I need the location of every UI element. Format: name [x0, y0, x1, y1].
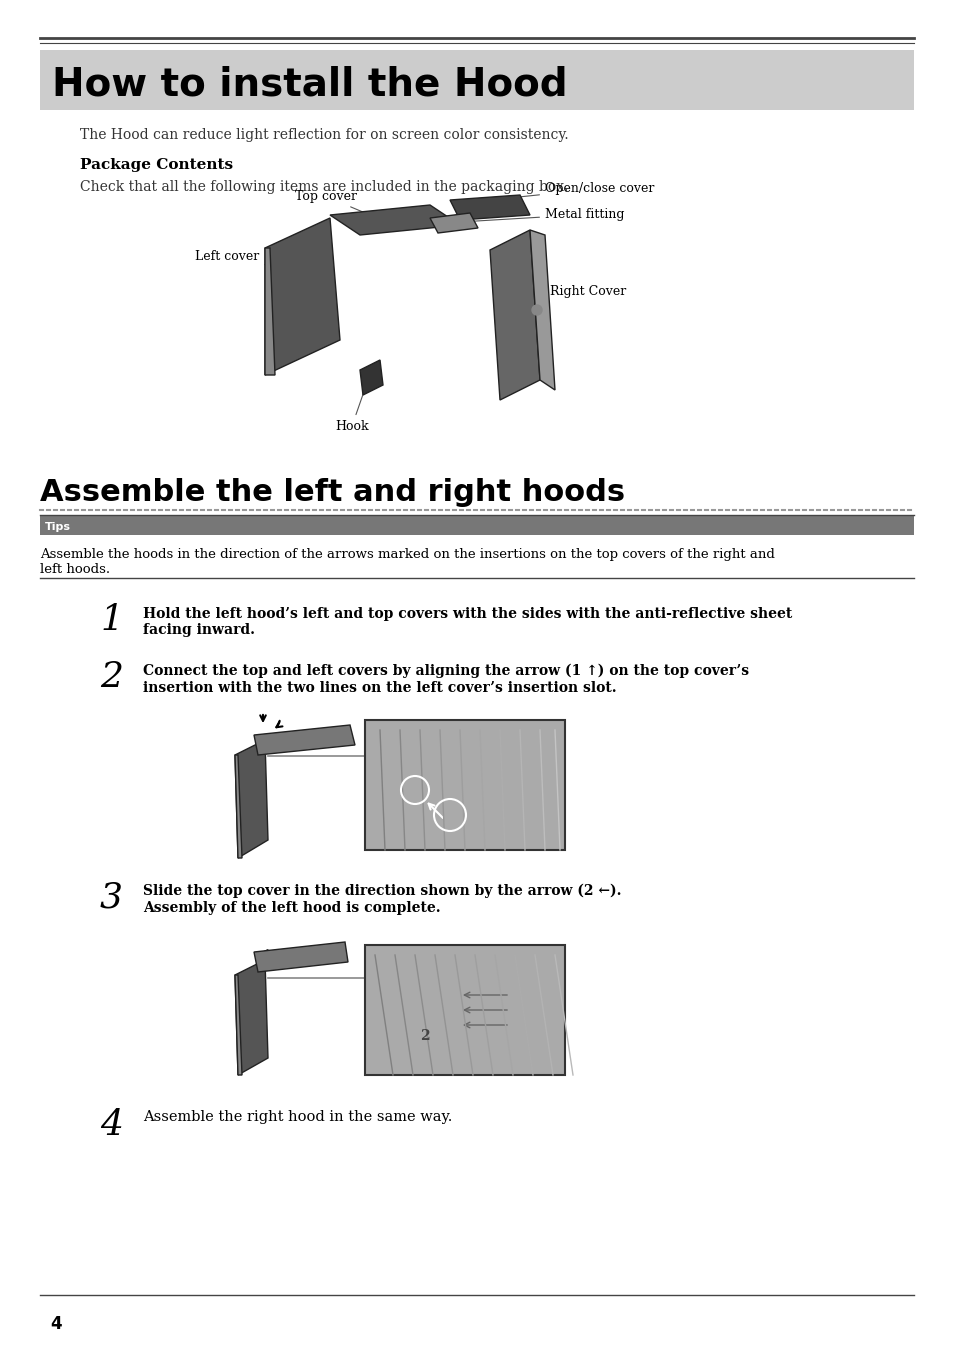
Polygon shape: [234, 740, 268, 859]
Text: 2: 2: [419, 1029, 429, 1044]
FancyBboxPatch shape: [365, 720, 564, 850]
Text: The Hood can reduce light reflection for on screen color consistency.: The Hood can reduce light reflection for…: [80, 128, 568, 142]
Text: 3: 3: [100, 880, 123, 914]
Polygon shape: [265, 248, 274, 375]
Text: Check that all the following items are included in the packaging box.: Check that all the following items are i…: [80, 180, 568, 194]
Text: Right Cover: Right Cover: [537, 285, 625, 300]
Polygon shape: [253, 725, 355, 755]
Text: Hold the left hood’s left and top covers with the sides with the anti-reflective: Hold the left hood’s left and top covers…: [143, 608, 791, 637]
Text: Package Contents: Package Contents: [80, 158, 233, 171]
Polygon shape: [234, 975, 242, 1075]
Text: Top cover: Top cover: [294, 190, 367, 213]
Polygon shape: [450, 194, 530, 220]
FancyBboxPatch shape: [365, 945, 564, 1075]
Text: 1: 1: [100, 603, 123, 637]
Polygon shape: [234, 755, 242, 859]
Text: Tips: Tips: [45, 522, 71, 532]
Polygon shape: [359, 360, 382, 396]
Text: 4: 4: [100, 1108, 123, 1142]
Text: Hook: Hook: [335, 382, 368, 433]
Text: Left cover: Left cover: [194, 250, 287, 270]
Text: Assemble the hoods in the direction of the arrows marked on the insertions on th: Assemble the hoods in the direction of t…: [40, 548, 774, 576]
Polygon shape: [530, 230, 555, 390]
Text: Assemble the right hood in the same way.: Assemble the right hood in the same way.: [143, 1110, 452, 1125]
Text: Metal fitting: Metal fitting: [462, 208, 624, 221]
Polygon shape: [330, 205, 459, 235]
Text: How to install the Hood: How to install the Hood: [52, 66, 567, 104]
Text: 4: 4: [50, 1315, 62, 1332]
FancyBboxPatch shape: [40, 50, 913, 109]
Text: Slide the top cover in the direction shown by the arrow (2 ←).
Assembly of the l: Slide the top cover in the direction sho…: [143, 884, 620, 914]
Text: 2: 2: [100, 660, 123, 694]
FancyBboxPatch shape: [40, 514, 913, 535]
Polygon shape: [490, 230, 539, 400]
Polygon shape: [253, 942, 348, 972]
Polygon shape: [234, 960, 268, 1075]
Text: Assemble the left and right hoods: Assemble the left and right hoods: [40, 478, 624, 508]
Polygon shape: [430, 213, 477, 234]
Circle shape: [532, 305, 541, 315]
Text: Open/close cover: Open/close cover: [493, 182, 654, 200]
Text: Connect the top and left covers by aligning the arrow (1 ↑) on the top cover’s
i: Connect the top and left covers by align…: [143, 664, 748, 695]
Polygon shape: [265, 217, 339, 375]
